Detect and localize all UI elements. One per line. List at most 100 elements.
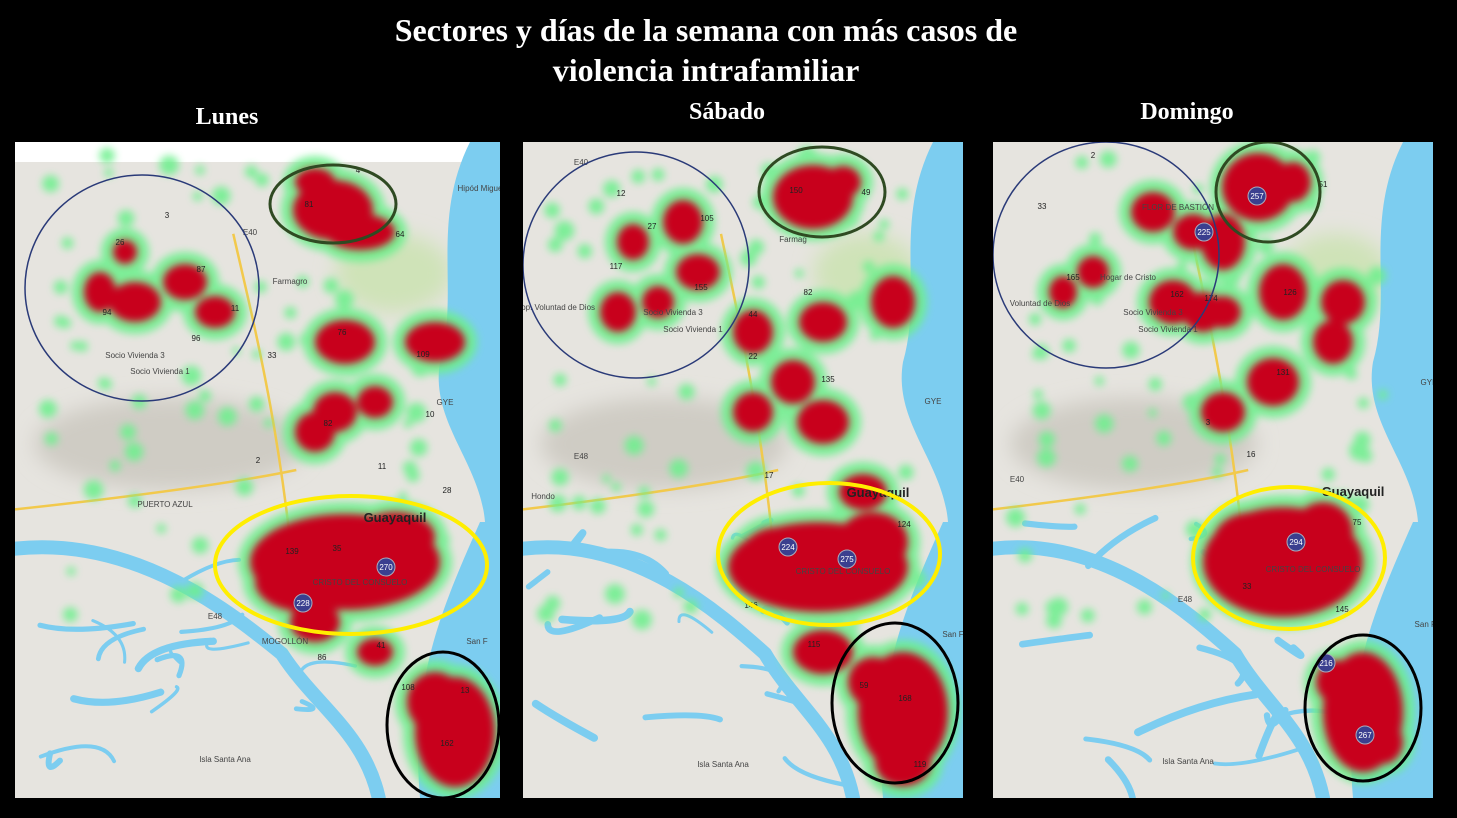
cluster-marker[interactable] xyxy=(778,537,798,557)
hotspot xyxy=(195,296,235,328)
hotspot xyxy=(600,292,636,332)
case-count: 16 xyxy=(1247,450,1256,459)
map-panel-lunes[interactable]: Farmagro Socio Vivienda 3 Socio Vivienda 1… xyxy=(15,142,500,798)
place-label: Socio Vivienda 1 xyxy=(663,325,723,334)
map-panel-domingo[interactable]: FLOR DE BASTIÓN Hogar de Cristo Voluntad d… xyxy=(993,142,1433,798)
case-count: 51 xyxy=(1319,180,1328,189)
case-count: 75 xyxy=(1353,518,1362,527)
case-count: 105 xyxy=(700,214,714,223)
hotspot xyxy=(663,200,703,244)
case-count: 59 xyxy=(860,681,869,690)
hotspot xyxy=(875,738,931,786)
case-count: 267 xyxy=(1358,731,1372,740)
hotspot xyxy=(1247,358,1299,406)
relief-shading xyxy=(34,397,306,490)
title-line-2: violencia intrafamiliar xyxy=(552,52,860,88)
place-label: Hipód Migue xyxy=(458,184,500,193)
map-panel-sabado[interactable]: Farmag Coop. Voluntad de Dios Socio Vivien… xyxy=(523,142,963,798)
place-label: E40 xyxy=(1010,475,1025,484)
place-label: San F xyxy=(466,637,487,646)
map-canvas[interactable]: Farmagro Socio Vivienda 3 Socio Vivienda 1… xyxy=(15,142,500,798)
case-count: 3 xyxy=(1206,418,1211,427)
place-label: E48 xyxy=(1178,595,1193,604)
case-count: 4 xyxy=(356,166,361,175)
case-count: 10 xyxy=(426,410,435,419)
hotspot xyxy=(771,360,815,404)
case-count: 108 xyxy=(401,683,415,692)
case-count: 131 xyxy=(1276,368,1290,377)
hotspot xyxy=(733,310,773,354)
cluster-ring-north xyxy=(757,145,887,239)
case-count: 294 xyxy=(1289,538,1303,547)
hotspot xyxy=(1201,392,1245,432)
place-label: Socio Vivienda 1 xyxy=(1138,325,1198,334)
case-count: 13 xyxy=(461,686,470,695)
case-count: 225 xyxy=(1197,228,1211,237)
case-count: 145 xyxy=(1335,605,1349,614)
cluster-marker[interactable] xyxy=(376,557,396,577)
cluster-ring-northwest xyxy=(523,151,750,379)
cluster-marker[interactable] xyxy=(1247,186,1267,206)
case-count: 150 xyxy=(789,186,803,195)
case-count: 82 xyxy=(324,419,333,428)
case-count: 216 xyxy=(1319,659,1333,668)
hotspot xyxy=(1077,256,1109,288)
case-count: 94 xyxy=(103,308,112,317)
river xyxy=(901,142,963,522)
case-count: 96 xyxy=(192,334,201,343)
case-count: 270 xyxy=(379,563,393,572)
hotspot xyxy=(642,286,674,318)
place-label: Hogar de Cristo xyxy=(1100,273,1157,282)
case-count: 41 xyxy=(377,641,386,650)
place-label: Socio Vivienda 3 xyxy=(105,351,165,360)
place-label: CRISTO DEL CONSUELO xyxy=(313,578,408,587)
case-count: 11 xyxy=(231,304,240,313)
heat-hotspot-layer xyxy=(84,168,495,787)
hotspot xyxy=(1275,162,1311,202)
place-label: Guayaquil xyxy=(1322,484,1385,499)
place-label: Voluntad de Dios xyxy=(1010,299,1071,308)
map-canvas[interactable]: FLOR DE BASTIÓN Hogar de Cristo Voluntad d… xyxy=(993,142,1433,798)
hotspot xyxy=(617,224,649,260)
case-count: 33 xyxy=(1243,582,1252,591)
hotspot xyxy=(315,320,375,364)
case-count: 2 xyxy=(256,456,261,465)
cluster-marker[interactable] xyxy=(837,549,857,569)
case-count: 49 xyxy=(862,188,871,197)
hotspot xyxy=(871,276,915,328)
place-label: FLOR DE BASTIÓN xyxy=(1142,203,1214,212)
title-line-1: Sectores y días de la semana con más cas… xyxy=(394,12,1018,48)
day-label-sabado: Sábado xyxy=(688,99,766,125)
case-count: 119 xyxy=(914,760,927,769)
case-count: 124 xyxy=(897,520,911,529)
place-label: GYE xyxy=(1421,378,1433,387)
hotspot xyxy=(405,322,465,362)
hotspot xyxy=(113,240,137,264)
case-count: 76 xyxy=(338,328,347,337)
map-title: Sectores y días de la semana con más cas… xyxy=(0,10,1412,90)
map-canvas[interactable]: Farmag Coop. Voluntad de Dios Socio Vivien… xyxy=(523,142,963,798)
place-label: Coop. Voluntad de Dios xyxy=(523,303,595,312)
case-count: 26 xyxy=(116,238,125,247)
cluster-ring-northwest xyxy=(993,142,1220,369)
hotspot xyxy=(1293,502,1353,562)
case-count: 135 xyxy=(821,375,835,384)
day-label-lunes: Lunes xyxy=(195,104,259,130)
cluster-marker[interactable] xyxy=(1286,532,1306,552)
cluster-marker[interactable] xyxy=(1355,725,1375,745)
case-count: 44 xyxy=(749,310,758,319)
cluster-marker[interactable] xyxy=(293,593,313,613)
case-count: 87 xyxy=(197,265,206,274)
case-count: 257 xyxy=(1250,192,1264,201)
cluster-marker[interactable] xyxy=(1194,222,1214,242)
place-label: Isla Santa Ana xyxy=(697,760,749,769)
place-label: Hondo xyxy=(531,492,555,501)
hotspot xyxy=(1049,276,1077,308)
hotspot xyxy=(109,282,161,322)
hotspot xyxy=(1205,296,1241,328)
hotspot xyxy=(1259,264,1307,320)
place-label: Socio Vivienda 1 xyxy=(130,367,190,376)
case-count: 155 xyxy=(694,283,708,292)
case-count: 12 xyxy=(617,189,626,198)
case-count: 33 xyxy=(268,351,277,360)
